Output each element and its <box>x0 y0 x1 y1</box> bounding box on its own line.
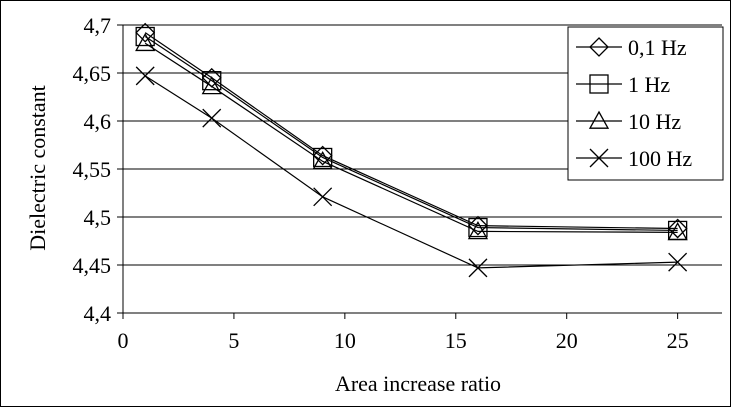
data-point-triangle <box>135 32 156 52</box>
legend-label: 10 Hz <box>628 109 681 134</box>
data-point-x <box>668 252 688 272</box>
data-point-square <box>313 147 333 168</box>
data-point-diamond <box>468 215 488 236</box>
data-point-x <box>468 258 488 278</box>
x-axis-title: Area increase ratio <box>335 371 501 396</box>
legend-label: 100 Hz <box>628 146 692 171</box>
legend-marker-triangle <box>588 110 610 129</box>
legend-item: 10 Hz <box>576 109 681 134</box>
data-point-diamond <box>312 145 333 166</box>
x-tick-label: 20 <box>556 328 578 353</box>
y-tick-label: 4,6 <box>84 109 112 134</box>
data-point-square <box>135 26 155 47</box>
series-line <box>144 36 678 232</box>
data-point-diamond <box>135 22 156 43</box>
legend-marker-x <box>589 148 609 168</box>
data-point-diamond <box>667 218 688 239</box>
legend: 0,1 Hz 1 Hz 10 Hz 100 Hz <box>567 26 724 181</box>
y-tick-label: 4,55 <box>73 157 112 182</box>
data-point-triangle <box>312 150 333 170</box>
x-tick-label: 15 <box>445 328 467 353</box>
y-tick-label: 4,45 <box>73 253 112 278</box>
x-tick-label: 25 <box>667 328 689 353</box>
x-tick-label: 5 <box>228 328 239 353</box>
y-tick-label: 4,7 <box>84 13 112 38</box>
series-line <box>144 32 678 230</box>
x-tick-label: 0 <box>118 328 129 353</box>
axes <box>117 24 722 319</box>
legend-marker-square <box>589 74 609 94</box>
y-tick-label: 4,5 <box>84 205 112 230</box>
data-point-x <box>202 108 222 128</box>
data-point-triangle <box>201 76 222 95</box>
legend-item: 100 Hz <box>576 146 692 171</box>
y-axis-title: Dielectric constant <box>25 85 50 251</box>
data-point-x <box>135 66 155 86</box>
series-triangle <box>135 32 688 241</box>
legend-label: 1 Hz <box>628 72 670 97</box>
x-tick-label: 10 <box>334 328 356 353</box>
data-point-triangle <box>467 221 489 240</box>
y-tick-label: 4,65 <box>73 61 112 86</box>
legend-label: 0,1 Hz <box>628 35 687 60</box>
legend-box <box>567 26 724 181</box>
series-group <box>135 22 688 278</box>
gridlines <box>123 24 722 266</box>
legend-marker-diamond <box>589 37 609 57</box>
tick-labels: 4,4 4,45 4,5 4,55 4,6 4,65 4,7 0 5 10 15 20 25 <box>73 13 689 353</box>
series-x <box>135 66 688 278</box>
data-point-x <box>313 187 333 207</box>
legend-item: 0,1 Hz <box>576 35 687 60</box>
series-line <box>144 42 678 233</box>
y-tick-label: 4,4 <box>84 301 112 326</box>
legend-item: 1 Hz <box>576 72 670 97</box>
data-point-triangle <box>667 222 688 241</box>
